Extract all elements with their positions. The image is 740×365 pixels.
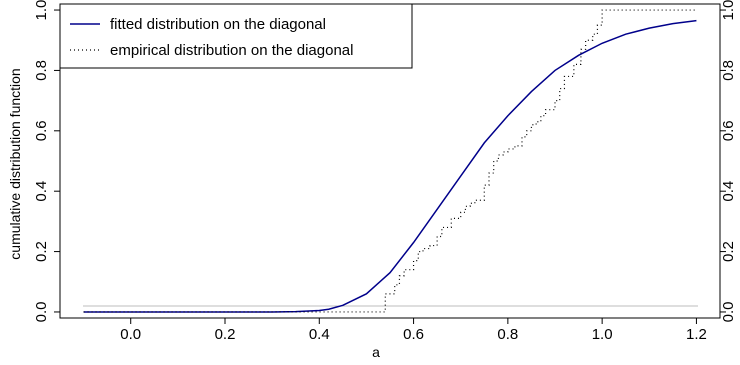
x-axis: 0.0 0.2 0.4 0.6 0.8 1.0 1.2: [120, 318, 707, 343]
legend: fitted distribution on the diagonal empi…: [59, 3, 413, 69]
x-tick-label: 1.2: [686, 326, 707, 343]
y-tick-label-left: 0.2: [33, 241, 50, 262]
y-tick-label-left: 0.0: [33, 302, 50, 323]
y-tick-label-left: 0.4: [33, 181, 50, 202]
series-layer: [83, 9, 697, 313]
y-tick-label-left: 0.6: [33, 120, 50, 141]
x-tick-label: 0.6: [403, 326, 424, 343]
legend-label-empirical: empirical distribution on the diagonal: [110, 42, 353, 59]
y-tick-label-right: 1.0: [720, 0, 737, 20]
x-axis-title: a: [372, 344, 380, 360]
x-tick-label: 1.0: [592, 326, 613, 343]
empirical-distribution-line: [83, 9, 697, 313]
y-axis-left: 0.0 0.2 0.4 0.6 0.8 1.0: [33, 0, 60, 322]
legend-label-fitted: fitted distribution on the diagonal: [110, 16, 326, 33]
y-tick-label-right: 0.8: [720, 60, 737, 81]
y-axis-right: 0.0 0.2 0.4 0.6 0.8 1.0: [720, 0, 737, 322]
y-tick-label-right: 0.0: [720, 302, 737, 323]
x-tick-label: 0.2: [215, 326, 236, 343]
y-tick-label-left: 0.8: [33, 60, 50, 81]
y-tick-label-right: 0.6: [720, 120, 737, 141]
y-tick-label-right: 0.4: [720, 181, 737, 202]
y-tick-label-left: 1.0: [33, 0, 50, 20]
x-tick-label: 0.0: [120, 326, 141, 343]
y-axis-title: cumulative distribution function: [7, 68, 23, 259]
y-tick-label-right: 0.2: [720, 241, 737, 262]
legend-box: [59, 3, 413, 69]
x-tick-label: 0.8: [497, 326, 518, 343]
x-tick-label: 0.4: [309, 326, 330, 343]
